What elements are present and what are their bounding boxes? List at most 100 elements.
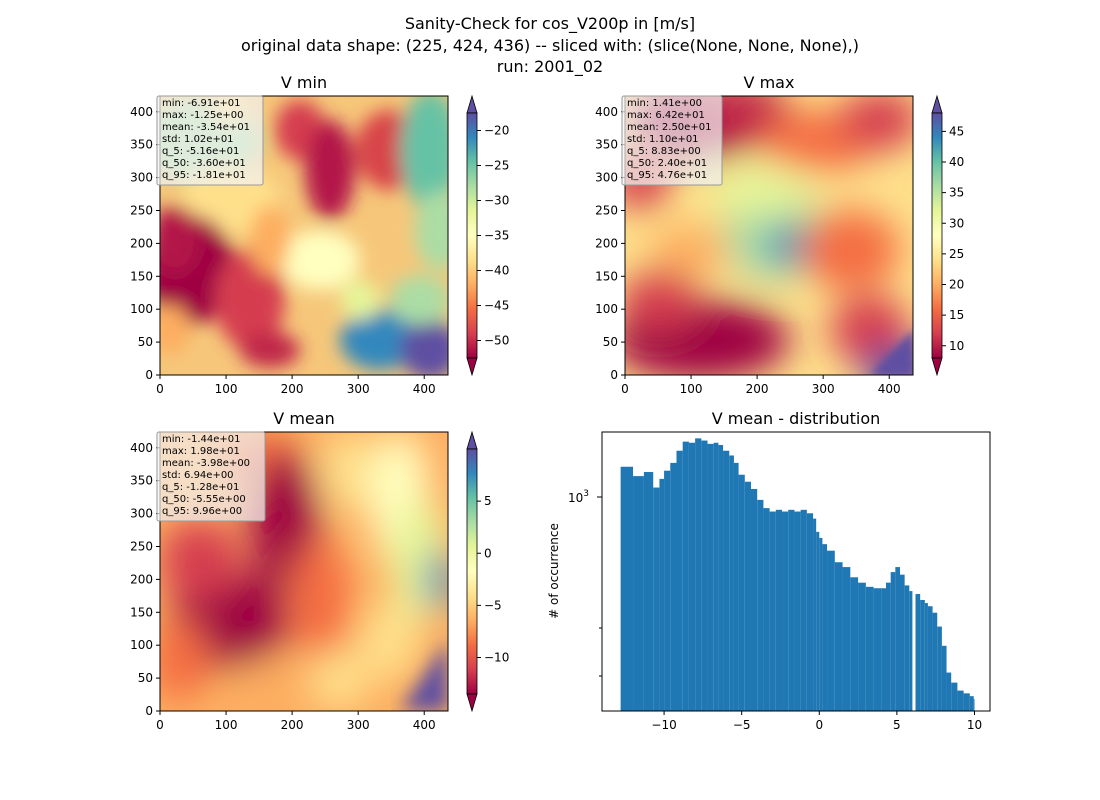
histogram-bar <box>707 443 714 711</box>
x-tick-label: 200 <box>281 718 304 732</box>
x-tick-label: 5 <box>893 718 901 732</box>
y-tick-label: 300 <box>130 171 153 185</box>
colorbar-tick-label: −25 <box>484 159 509 173</box>
stat-std: std: 6.94e+00 <box>162 470 234 481</box>
x-tick-label: 100 <box>680 382 703 396</box>
stat-max: max: -1.25e+00 <box>162 110 243 121</box>
panel-vmax: V max 0 100 200 300 400 0 50 <box>595 73 964 396</box>
colorbar-tick-label: 20 <box>949 278 964 292</box>
histogram-bar <box>957 690 964 711</box>
stat-q95: q_95: 4.76e+01 <box>627 170 707 181</box>
histogram-bar <box>827 550 835 711</box>
x-tick-label: 10 <box>967 718 982 732</box>
y-tick-label: 250 <box>130 539 153 553</box>
histogram-bar <box>682 441 689 711</box>
axes-frame <box>159 431 449 712</box>
histogram-bar <box>963 693 970 711</box>
axes-frame <box>159 95 449 376</box>
colorbar-tick-label: −45 <box>484 299 509 313</box>
histogram-bar <box>951 682 958 711</box>
y-tick-label: 100 <box>130 302 153 316</box>
x-axis-ticks: 0 100 200 300 400 <box>621 375 901 396</box>
panel-title: V min <box>281 73 327 92</box>
histogram-bar <box>633 476 644 711</box>
histogram-bar <box>676 450 683 711</box>
histogram-bar <box>775 509 783 711</box>
colorbar-tick-label: 0 <box>484 546 492 560</box>
colorbar-extend-bottom <box>931 357 943 377</box>
histogram-bar <box>718 444 724 711</box>
y-tick-label: 400 <box>130 441 153 455</box>
y-tick-label: 103 <box>568 489 589 505</box>
colorbar-tick-label: 25 <box>949 247 964 261</box>
stat-q5: q_5: 8.83e+00 <box>627 146 701 157</box>
y-tick-label: 250 <box>130 203 153 217</box>
stat-min: min: -6.91e+01 <box>162 98 241 109</box>
y-tick-label: 350 <box>130 474 153 488</box>
histogram-bar <box>937 626 942 711</box>
colorbar-extend-top <box>931 94 943 114</box>
y-tick-label: 300 <box>130 507 153 521</box>
suptitle-line-1: Sanity-Check for cos_V200p in [m/s] <box>405 14 695 34</box>
stat-q95: q_95: 9.96e+00 <box>162 506 242 517</box>
colorbar-tick-label: 10 <box>949 339 964 353</box>
y-tick-label: 0 <box>610 368 618 382</box>
x-tick-label: 0 <box>621 382 629 396</box>
panel-title: V mean <box>273 409 334 428</box>
stat-std: std: 1.02e+01 <box>162 134 234 145</box>
stat-mean: mean: -3.54e+01 <box>162 122 250 133</box>
histogram-bar <box>788 509 795 711</box>
x-tick-label: 0 <box>156 382 164 396</box>
x-tick-label: 100 <box>215 718 238 732</box>
histogram-bar <box>813 518 817 711</box>
colorbar-tick-label: 5 <box>484 494 492 508</box>
histogram-bar <box>750 489 758 711</box>
y-tick-label: 100 <box>595 302 618 316</box>
histogram-bar <box>946 672 952 711</box>
y-tick-label: 350 <box>595 138 618 152</box>
histogram-bar <box>800 509 807 711</box>
colorbar-tick-label: 15 <box>949 308 964 322</box>
colorbar-tick-label: −40 <box>484 264 509 278</box>
panel-title: V max <box>744 73 795 92</box>
stat-max: max: 6.42e+01 <box>627 110 705 121</box>
histogram-bar <box>733 462 739 711</box>
histogram-bar <box>659 478 665 711</box>
histogram-bar <box>881 588 887 711</box>
histogram-bar <box>670 462 677 711</box>
colorbar-ticks: −50 −45 −40 −35 −30 −25 −20 <box>477 124 509 348</box>
histogram-bar <box>899 574 905 711</box>
x-tick-label: 100 <box>215 382 238 396</box>
x-tick-label: 400 <box>878 382 901 396</box>
y-tick-label: 150 <box>595 269 618 283</box>
histogram-bar <box>643 472 654 711</box>
y-tick-label: 100 <box>130 638 153 652</box>
histogram-bar <box>920 599 925 711</box>
colorbar-tick-label: −30 <box>484 194 509 208</box>
y-tick-label: 50 <box>603 335 618 349</box>
y-axis-ticks: 0 50 100 150 200 250 300 350 400 <box>130 105 160 382</box>
histogram-bar <box>973 699 975 711</box>
stat-mean: mean: -3.98e+00 <box>162 458 250 469</box>
stat-max: max: 1.98e+01 <box>162 446 240 457</box>
colorbar-tick-label: −35 <box>484 229 509 243</box>
x-tick-label: 200 <box>281 382 304 396</box>
y-axis-label: # of occurrence <box>547 523 561 619</box>
y-tick-label: 0 <box>145 704 153 718</box>
x-tick-label: 300 <box>347 718 370 732</box>
colorbar: 10 15 20 25 30 35 40 45 <box>931 94 964 377</box>
stat-q5: q_5: -5.16e+01 <box>162 146 239 157</box>
axes-frame <box>601 431 991 712</box>
y-tick-label: 350 <box>130 138 153 152</box>
x-axis-ticks: 0 100 200 300 400 <box>156 375 436 396</box>
colorbar-tick-label: 35 <box>949 186 964 200</box>
colorbar-tick-label: 30 <box>949 216 964 230</box>
stat-q5: q_5: -1.28e+01 <box>162 482 239 493</box>
colorbar-extend-top <box>466 94 478 114</box>
x-axis-ticks: −10 −5 0 5 10 <box>651 711 982 732</box>
histogram-bar <box>865 586 874 711</box>
suptitle-line-2: original data shape: (225, 424, 436) -- … <box>241 36 859 55</box>
histogram-bar <box>723 450 730 711</box>
suptitle-line-3: run: 2001_02 <box>497 57 603 77</box>
